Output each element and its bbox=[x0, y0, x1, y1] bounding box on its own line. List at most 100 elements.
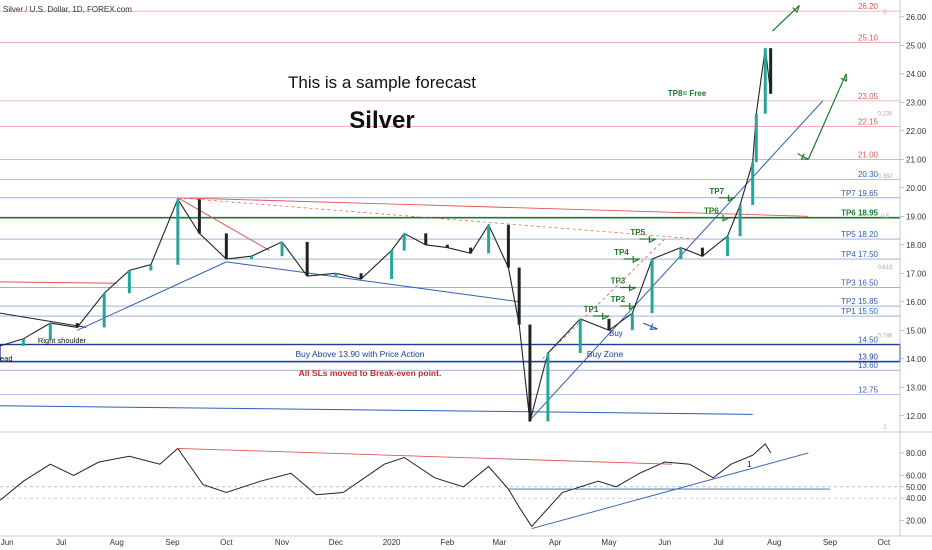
forecast-title: This is a sample forecast bbox=[288, 73, 476, 92]
rsi-trend-label: 1 bbox=[747, 460, 752, 469]
level-label: 14.50 bbox=[858, 336, 879, 345]
tp-label: TP3 bbox=[611, 277, 626, 286]
buy-arrow-label: Buy bbox=[609, 329, 623, 338]
rsi-tick-label: 40.00 bbox=[906, 494, 927, 503]
price-candle bbox=[487, 224, 491, 254]
time-tick-label: Oct bbox=[878, 538, 891, 547]
price-candle bbox=[402, 233, 406, 251]
time-tick-label: Jun bbox=[1, 538, 14, 547]
time-tick-label: Feb bbox=[440, 538, 454, 547]
price-candle bbox=[469, 247, 473, 254]
price-candle bbox=[650, 259, 654, 314]
level-label: 13.90 bbox=[858, 353, 879, 362]
level-label: TP2 15.85 bbox=[841, 297, 878, 306]
level-label: TP3 16.50 bbox=[841, 279, 878, 288]
tp-arrow-head bbox=[648, 236, 656, 244]
price-candle bbox=[754, 113, 758, 163]
price-tick-label: 21.00 bbox=[906, 155, 927, 164]
price-candle bbox=[249, 256, 253, 260]
fib-label: 0.382 bbox=[877, 174, 893, 180]
price-candle bbox=[149, 264, 153, 271]
tp-arrow-head bbox=[629, 284, 637, 292]
level-labels: 26.20 25.10 23.05 22.15 21.00 20.30 TP7 19.65 T… bbox=[584, 2, 894, 431]
price-candle bbox=[48, 323, 52, 339]
price-candle bbox=[359, 273, 363, 279]
time-tick-label: Jul bbox=[56, 538, 66, 547]
price-candle bbox=[127, 270, 131, 294]
price-tick-label: 16.00 bbox=[906, 298, 927, 307]
price-candle bbox=[769, 48, 773, 94]
price-tick-label: 15.00 bbox=[906, 326, 927, 335]
fib-label: 0.786 bbox=[877, 334, 893, 340]
level-label: 13.60 bbox=[858, 361, 879, 370]
price-tick-label: 13.00 bbox=[906, 383, 927, 392]
tp-arrow-head bbox=[727, 194, 735, 202]
price-series bbox=[0, 48, 773, 422]
tp8-label: TP8= Free bbox=[668, 89, 707, 98]
neckline-red bbox=[0, 281, 117, 284]
price-candle bbox=[607, 318, 611, 331]
rsi-line bbox=[0, 443, 772, 528]
rsi-panel: 20.00 40.00 50.00 60.00 80.00 bbox=[0, 443, 927, 530]
price-candle bbox=[280, 241, 284, 257]
level-label: TP5 18.20 bbox=[841, 230, 878, 239]
time-tick-label: Mar bbox=[493, 538, 507, 547]
price-candle bbox=[424, 233, 428, 245]
time-tick-label: Dec bbox=[329, 538, 343, 547]
lower-trend bbox=[0, 405, 753, 415]
fib-label: 1 bbox=[883, 425, 887, 431]
price-candle bbox=[763, 48, 767, 114]
time-tick-label: Sep bbox=[165, 538, 180, 547]
tp-label: TP4 bbox=[614, 248, 629, 257]
price-candle bbox=[517, 267, 521, 325]
price-candle bbox=[630, 313, 634, 331]
price-candle bbox=[700, 247, 704, 257]
rsi-tick-label: 80.00 bbox=[906, 449, 927, 458]
price-candle bbox=[21, 338, 25, 346]
price-candle bbox=[726, 236, 730, 257]
price-tick-label: 20.00 bbox=[906, 184, 927, 193]
price-tick-label: 19.00 bbox=[906, 212, 927, 221]
time-tick-label: Jul bbox=[713, 538, 723, 547]
rsi-tick-label: 20.00 bbox=[906, 517, 927, 526]
neckline-dark bbox=[0, 312, 87, 328]
price-tick-label: 18.00 bbox=[906, 241, 927, 250]
forecast-arrow-upper-head bbox=[792, 5, 800, 14]
fib-label: 0.618 bbox=[877, 265, 893, 271]
price-candle bbox=[102, 293, 106, 328]
price-candle bbox=[506, 224, 510, 268]
price-candle bbox=[390, 250, 394, 279]
tp-label: TP6 bbox=[704, 207, 719, 216]
price-candle bbox=[751, 162, 755, 205]
level-label: 22.15 bbox=[858, 118, 879, 127]
level-label: 21.00 bbox=[858, 150, 879, 159]
price-candle bbox=[176, 199, 180, 265]
fib-label: 0.5 bbox=[881, 214, 890, 220]
time-tick-label: Oct bbox=[220, 538, 233, 547]
level-label: 23.05 bbox=[858, 92, 879, 101]
price-tick-label: 23.00 bbox=[906, 98, 927, 107]
time-tick-label: Aug bbox=[767, 538, 781, 547]
price-tick-label: 14.00 bbox=[906, 355, 927, 364]
time-tick-label: 2020 bbox=[383, 538, 401, 547]
main-uptrend bbox=[529, 100, 824, 421]
price-candle bbox=[546, 353, 550, 422]
fib-label: 0 bbox=[883, 10, 887, 16]
price-candle bbox=[305, 241, 309, 277]
time-tick-label: Aug bbox=[110, 538, 124, 547]
level-label: 20.30 bbox=[858, 170, 879, 179]
price-tick-label: 25.00 bbox=[906, 41, 927, 50]
price-candle bbox=[528, 324, 532, 422]
range-support bbox=[226, 261, 520, 303]
tp-arrow-head bbox=[632, 255, 640, 264]
uptrend-support bbox=[77, 261, 227, 331]
price-candle bbox=[224, 233, 228, 260]
time-tick-label: Apr bbox=[549, 538, 562, 547]
forecast-arrow-pullback-head bbox=[800, 153, 809, 160]
level-label: TP7 19.65 bbox=[841, 189, 878, 198]
price-tick-label: 24.00 bbox=[906, 70, 927, 79]
level-label: 26.20 bbox=[858, 2, 879, 11]
buy-arrow bbox=[642, 322, 658, 330]
